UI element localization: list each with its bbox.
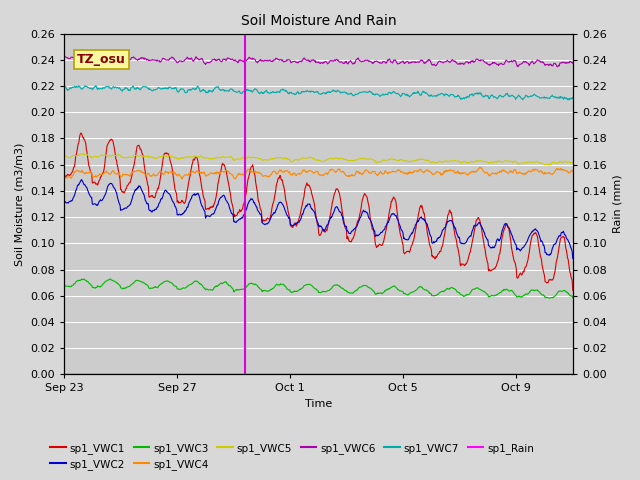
- sp1_VWC1: [349, 236, 356, 242]
- sp1_VWC3: [79, 276, 86, 282]
- sp1_VWC6: [569, 60, 577, 66]
- sp1_VWC1: [180, 201, 188, 206]
- sp1_Rain: [88, 372, 96, 377]
- sp1_VWC6: [348, 60, 356, 66]
- sp1_VWC4: [246, 167, 253, 173]
- Line: sp1_VWC7: sp1_VWC7: [64, 86, 573, 100]
- sp1_VWC2: [180, 210, 188, 216]
- X-axis label: Time: Time: [305, 399, 332, 409]
- sp1_VWC5: [545, 162, 553, 168]
- Line: sp1_VWC4: sp1_VWC4: [64, 167, 573, 179]
- sp1_VWC4: [349, 173, 356, 179]
- sp1_VWC4: [472, 169, 479, 175]
- sp1_VWC4: [180, 172, 188, 178]
- sp1_VWC3: [80, 276, 88, 282]
- Legend: sp1_VWC1, sp1_VWC2, sp1_VWC3, sp1_VWC4, sp1_VWC5, sp1_VWC6, sp1_VWC7, sp1_Rain: sp1_VWC1, sp1_VWC2, sp1_VWC3, sp1_VWC4, …: [50, 443, 534, 470]
- Line: sp1_VWC6: sp1_VWC6: [64, 57, 573, 67]
- sp1_VWC5: [79, 151, 86, 157]
- sp1_VWC5: [246, 155, 253, 160]
- sp1_VWC6: [471, 59, 479, 64]
- Y-axis label: Soil Moisture (m3/m3): Soil Moisture (m3/m3): [15, 142, 24, 266]
- sp1_VWC3: [246, 280, 253, 286]
- sp1_VWC3: [273, 281, 281, 287]
- sp1_VWC1: [60, 175, 68, 181]
- sp1_VWC2: [60, 199, 68, 204]
- sp1_VWC4: [178, 176, 186, 182]
- sp1_VWC3: [180, 285, 188, 291]
- sp1_VWC4: [476, 164, 483, 170]
- sp1_VWC4: [569, 168, 577, 174]
- sp1_VWC5: [349, 158, 356, 164]
- sp1_VWC1: [77, 130, 85, 136]
- sp1_VWC7: [60, 84, 68, 90]
- sp1_VWC1: [273, 180, 281, 186]
- sp1_Rain: [60, 372, 68, 377]
- sp1_VWC2: [79, 179, 86, 185]
- sp1_VWC3: [60, 283, 68, 288]
- sp1_VWC2: [78, 177, 86, 182]
- sp1_VWC3: [546, 295, 554, 301]
- sp1_VWC4: [79, 168, 86, 174]
- sp1_VWC2: [349, 228, 356, 234]
- sp1_VWC6: [180, 58, 188, 64]
- sp1_VWC7: [273, 89, 281, 95]
- sp1_VWC7: [472, 91, 479, 97]
- sp1_VWC2: [246, 197, 253, 203]
- sp1_VWC6: [60, 54, 68, 60]
- sp1_VWC5: [60, 155, 68, 160]
- sp1_VWC4: [60, 175, 68, 181]
- sp1_VWC7: [180, 87, 188, 93]
- sp1_VWC6: [79, 55, 86, 61]
- sp1_VWC7: [569, 96, 577, 102]
- sp1_VWC6: [554, 64, 561, 70]
- sp1_VWC3: [349, 290, 356, 296]
- sp1_VWC7: [79, 86, 86, 92]
- sp1_VWC3: [569, 295, 577, 301]
- Line: sp1_VWC3: sp1_VWC3: [64, 279, 573, 298]
- sp1_VWC2: [472, 224, 479, 229]
- sp1_VWC7: [564, 97, 572, 103]
- sp1_VWC4: [273, 171, 281, 177]
- sp1_VWC7: [246, 88, 253, 94]
- sp1_VWC5: [79, 151, 86, 156]
- Y-axis label: Rain (mm): Rain (mm): [612, 175, 622, 233]
- sp1_VWC5: [569, 160, 577, 166]
- Line: sp1_VWC5: sp1_VWC5: [64, 154, 573, 165]
- sp1_VWC6: [273, 56, 280, 61]
- sp1_VWC1: [472, 222, 479, 228]
- sp1_VWC1: [246, 170, 253, 176]
- sp1_VWC2: [273, 205, 281, 211]
- sp1_VWC7: [349, 93, 356, 98]
- sp1_VWC1: [79, 135, 86, 141]
- sp1_VWC5: [472, 158, 479, 164]
- sp1_VWC7: [92, 83, 100, 89]
- sp1_VWC2: [569, 256, 577, 262]
- sp1_VWC6: [245, 54, 253, 60]
- sp1_VWC1: [569, 288, 577, 293]
- sp1_VWC5: [180, 155, 188, 161]
- Title: Soil Moisture And Rain: Soil Moisture And Rain: [241, 14, 396, 28]
- sp1_VWC5: [273, 155, 281, 161]
- Line: sp1_VWC2: sp1_VWC2: [64, 180, 573, 259]
- Line: sp1_VWC1: sp1_VWC1: [64, 133, 573, 290]
- Text: TZ_osu: TZ_osu: [77, 53, 125, 66]
- sp1_VWC3: [472, 286, 479, 291]
